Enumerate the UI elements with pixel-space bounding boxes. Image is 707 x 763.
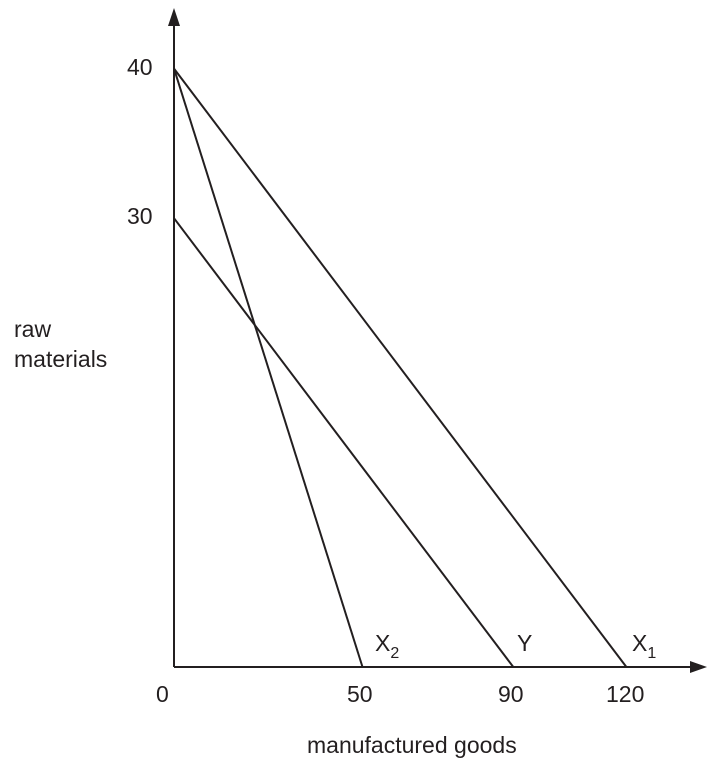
series-label-y-name: Y — [517, 630, 532, 656]
x-tick-label-120: 120 — [606, 681, 644, 707]
series-label-x2: X2 — [375, 630, 399, 662]
y-axis-arrow — [168, 8, 180, 26]
y-axis-label-line1: raw — [14, 316, 51, 342]
series-label-x2-subscript: 2 — [390, 645, 399, 662]
series-label-x2-name: X — [375, 630, 390, 656]
x-tick-label-90: 90 — [498, 681, 524, 707]
origin-label: 0 — [156, 681, 169, 707]
series-line-x1 — [173, 67, 628, 668]
y-tick-label-40: 40 — [127, 54, 153, 80]
series-line-y — [173, 217, 515, 668]
x-axis-arrow — [690, 661, 707, 673]
series-line-x2 — [173, 68, 364, 668]
series-label-x1-subscript: 1 — [647, 645, 656, 662]
x-tick-label-50: 50 — [347, 681, 373, 707]
x-axis-label: manufactured goods — [307, 732, 517, 758]
y-tick-label-30: 30 — [127, 203, 153, 229]
series-label-x1: X1 — [632, 630, 656, 662]
y-axis-label-line2: materials — [14, 346, 107, 372]
series-label-x1-name: X — [632, 630, 647, 656]
series-label-y: Y — [517, 630, 532, 656]
